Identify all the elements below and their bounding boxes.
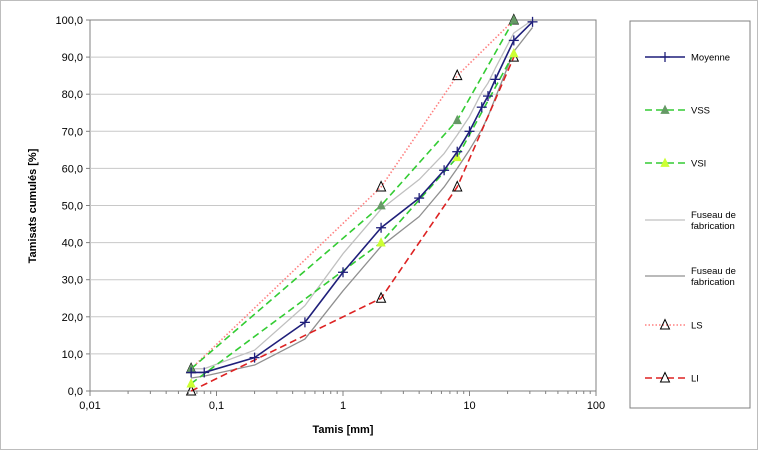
legend-label: Moyenne: [691, 53, 730, 64]
legend-label: Fuseau de: [691, 210, 736, 221]
x-tick-label: 10: [463, 400, 475, 412]
legend-label: LS: [691, 321, 703, 332]
data-point: [375, 291, 387, 303]
x-axis-title: Tamis [mm]: [313, 424, 374, 436]
data-point: [414, 193, 425, 204]
y-tick-label: 40,0: [62, 238, 83, 250]
series-line: [190, 19, 515, 370]
legend-swatch-marker: [659, 371, 671, 383]
y-tick-label: 10,0: [62, 349, 83, 361]
x-tick-label: 1: [340, 400, 346, 412]
legend-label: VSS: [691, 106, 710, 117]
data-point: [451, 68, 463, 81]
series-4: [191, 27, 534, 379]
series-0: [186, 16, 538, 378]
data-point: [464, 126, 475, 137]
data-point: [452, 151, 462, 162]
legend-swatch-marker: [660, 52, 670, 62]
data-point: [509, 47, 519, 58]
tick-layer: 0,010,020,030,040,050,060,070,080,090,01…: [55, 15, 605, 412]
data-point: [186, 367, 197, 378]
series-line: [191, 19, 533, 370]
data-point: [482, 91, 493, 102]
series-3: [191, 19, 533, 370]
legend-swatch-marker: [660, 104, 670, 114]
series-line: [190, 19, 515, 370]
y-axis-title: Tamisats cumulés [%]: [27, 148, 39, 263]
data-point: [476, 102, 487, 113]
legend-item-2: VSI: [645, 157, 706, 170]
data-point: [376, 200, 386, 210]
legend-box: [629, 20, 751, 409]
legend-swatch-marker: [659, 318, 671, 330]
data-point: [186, 378, 196, 388]
y-tick-label: 60,0: [62, 163, 83, 175]
y-tick-label: 100,0: [55, 15, 83, 27]
legend-item-5: LS: [645, 318, 703, 332]
series-line: [191, 27, 534, 379]
legend-label: fabrication: [691, 277, 735, 288]
x-tick-label: 100: [587, 400, 605, 412]
data-point: [338, 267, 348, 278]
legend-label: LI: [691, 374, 699, 385]
data-point: [199, 367, 210, 378]
data-point: [490, 74, 501, 85]
y-tick-label: 90,0: [62, 52, 83, 64]
data-point: [375, 180, 387, 192]
y-tick-label: 70,0: [62, 126, 83, 138]
y-tick-label: 50,0: [62, 201, 83, 213]
data-point: [527, 16, 538, 27]
data-point: [451, 180, 463, 192]
y-tick-label: 80,0: [62, 89, 83, 101]
y-tick-label: 30,0: [62, 275, 83, 287]
legend-item-1: VSS: [645, 104, 710, 117]
legend-swatch-marker: [660, 157, 670, 167]
series-line: [190, 56, 515, 392]
data-point: [439, 165, 450, 176]
data-point: [452, 114, 462, 125]
series-line: [190, 53, 515, 385]
legend-label: fabrication: [691, 221, 735, 232]
data-point: [376, 237, 386, 247]
data-point: [376, 222, 387, 233]
data-point: [249, 352, 260, 363]
legend-item-6: LI: [645, 371, 699, 385]
data-point: [185, 384, 197, 396]
x-tick-label: 0,01: [79, 400, 100, 412]
series-2: [186, 47, 519, 388]
data-point: [299, 317, 310, 328]
y-tick-label: 20,0: [62, 312, 83, 324]
legend-label: Fuseau de: [691, 266, 736, 277]
legend-item-0: Moyenne: [645, 52, 730, 64]
x-tick-label: 0,1: [209, 400, 224, 412]
data-point: [452, 146, 463, 157]
data-point: [508, 35, 519, 46]
series-layer: [185, 13, 538, 396]
data-point: [509, 14, 519, 24]
legend-label: VSI: [691, 159, 706, 170]
y-tick-label: 0,0: [68, 386, 83, 398]
